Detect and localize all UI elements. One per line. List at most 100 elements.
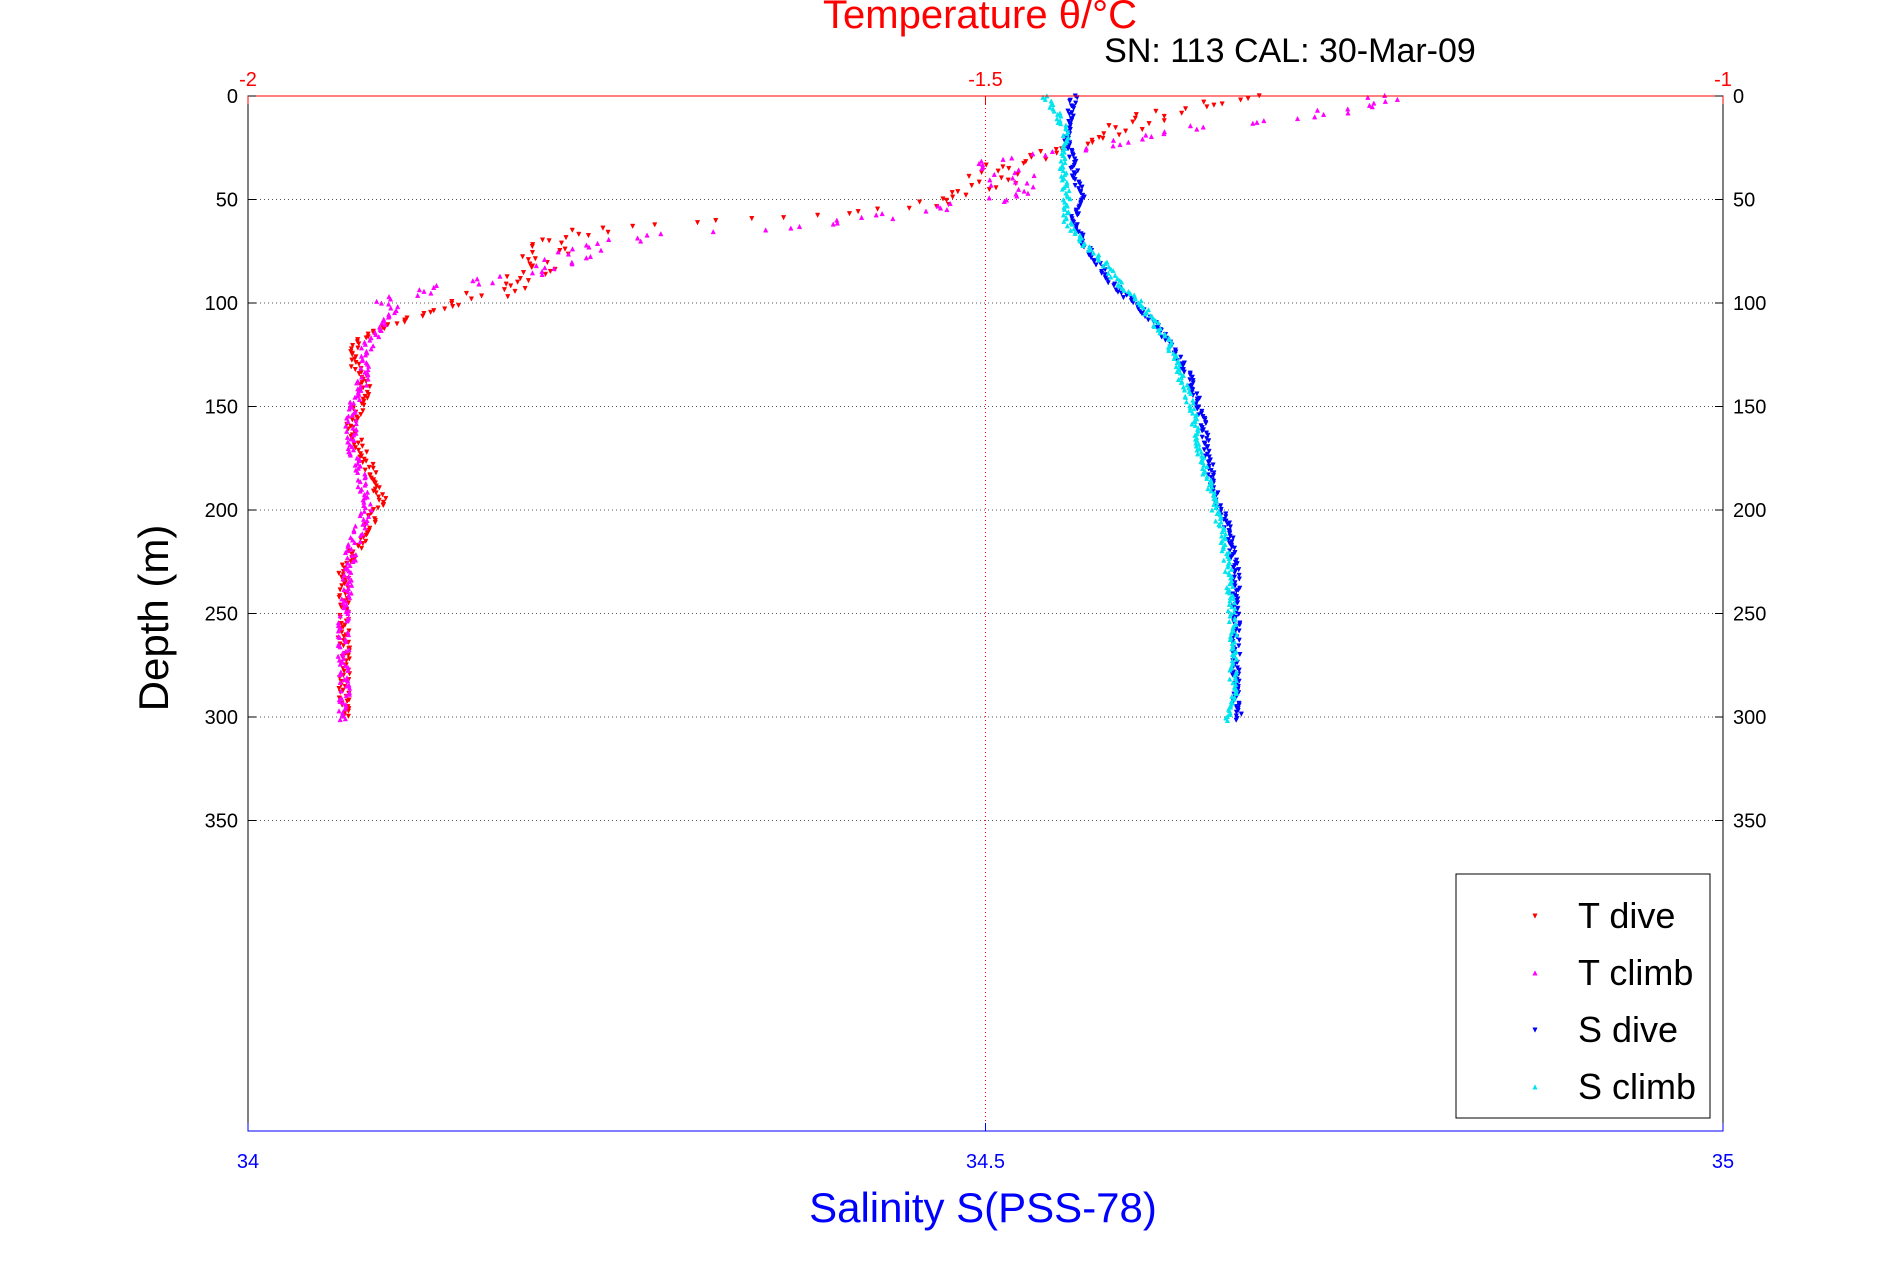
data-point <box>547 268 554 275</box>
data-point <box>1294 115 1301 122</box>
data-point <box>362 341 368 347</box>
data-point <box>347 452 354 458</box>
data-point <box>969 183 975 189</box>
data-point <box>1067 227 1074 233</box>
data-point <box>1063 126 1069 132</box>
data-point <box>359 443 366 449</box>
data-point <box>358 545 365 552</box>
data-point <box>357 512 363 519</box>
data-point <box>1231 545 1238 551</box>
top-axis-title: Temperature θ/°C <box>823 0 1137 37</box>
data-point <box>1187 123 1194 129</box>
data-point <box>348 346 354 352</box>
data-point <box>337 613 343 619</box>
data-point <box>342 566 348 572</box>
data-point <box>361 402 367 408</box>
data-point <box>1194 447 1200 453</box>
data-point <box>1058 158 1064 164</box>
data-point <box>539 237 546 243</box>
data-point <box>337 634 343 640</box>
data-point <box>337 716 343 723</box>
data-point <box>1232 616 1238 622</box>
data-point <box>539 271 545 278</box>
series-t-climb <box>335 92 1400 723</box>
data-point <box>1231 628 1237 634</box>
data-point <box>1231 696 1237 702</box>
data-point <box>375 505 381 511</box>
data-point <box>1230 595 1237 602</box>
data-point <box>416 287 422 293</box>
data-point <box>976 179 982 185</box>
grid-lines <box>248 95 1723 1131</box>
data-point <box>348 534 354 541</box>
data-point <box>337 679 343 685</box>
data-point <box>1236 628 1242 634</box>
data-point <box>950 194 956 200</box>
data-point <box>1066 187 1072 194</box>
data-point <box>873 212 879 218</box>
data-point <box>1209 507 1215 513</box>
data-point <box>1071 219 1077 225</box>
data-point <box>1236 667 1242 673</box>
data-point <box>342 716 348 722</box>
data-point <box>1112 125 1119 131</box>
data-point <box>1157 325 1163 331</box>
data-point <box>352 409 358 416</box>
data-point <box>1382 98 1388 104</box>
data-point <box>349 582 355 588</box>
data-point <box>1201 99 1207 105</box>
data-point <box>362 467 368 473</box>
data-point <box>474 276 480 282</box>
legend-marker <box>1532 970 1538 976</box>
data-point <box>347 442 353 448</box>
bottom-tick-label: 34.5 <box>966 1151 1005 1173</box>
data-point <box>355 345 361 351</box>
data-point <box>1218 506 1224 513</box>
data-point <box>1005 177 1011 183</box>
data-point <box>349 552 355 558</box>
data-point <box>1142 311 1148 317</box>
data-point <box>1148 133 1155 140</box>
data-point <box>1230 680 1236 686</box>
data-point <box>345 560 351 566</box>
data-point <box>1234 632 1240 638</box>
data-point <box>372 520 378 526</box>
data-point <box>352 462 358 468</box>
data-point <box>1178 354 1184 360</box>
data-point <box>345 652 352 658</box>
data-point <box>1051 108 1057 114</box>
data-point <box>1221 526 1227 533</box>
data-point <box>367 473 373 479</box>
data-point <box>356 371 362 377</box>
data-point <box>1139 311 1145 317</box>
data-point <box>1161 130 1167 137</box>
data-point <box>359 437 365 443</box>
data-point <box>1090 250 1097 256</box>
data-point <box>988 182 994 188</box>
data-point <box>1055 119 1061 125</box>
data-point <box>1233 677 1239 683</box>
data-point <box>1200 471 1206 477</box>
data-point <box>1055 111 1061 117</box>
data-point <box>1076 186 1082 192</box>
data-point <box>1206 481 1213 488</box>
data-point <box>1105 280 1111 286</box>
data-point <box>337 644 343 650</box>
data-point <box>353 551 359 558</box>
data-point <box>916 199 923 205</box>
data-point <box>355 465 361 471</box>
data-point <box>376 333 382 340</box>
data-point <box>1120 295 1127 301</box>
data-point <box>935 203 941 209</box>
data-point <box>1059 186 1065 192</box>
data-point <box>1254 119 1260 125</box>
data-point <box>1012 179 1019 185</box>
data-point <box>1236 576 1242 582</box>
data-point <box>1194 391 1200 397</box>
data-point <box>382 321 388 328</box>
data-point <box>357 488 363 494</box>
data-point <box>350 400 357 406</box>
data-point <box>937 205 944 211</box>
data-point <box>339 659 346 665</box>
data-point <box>1226 601 1232 607</box>
